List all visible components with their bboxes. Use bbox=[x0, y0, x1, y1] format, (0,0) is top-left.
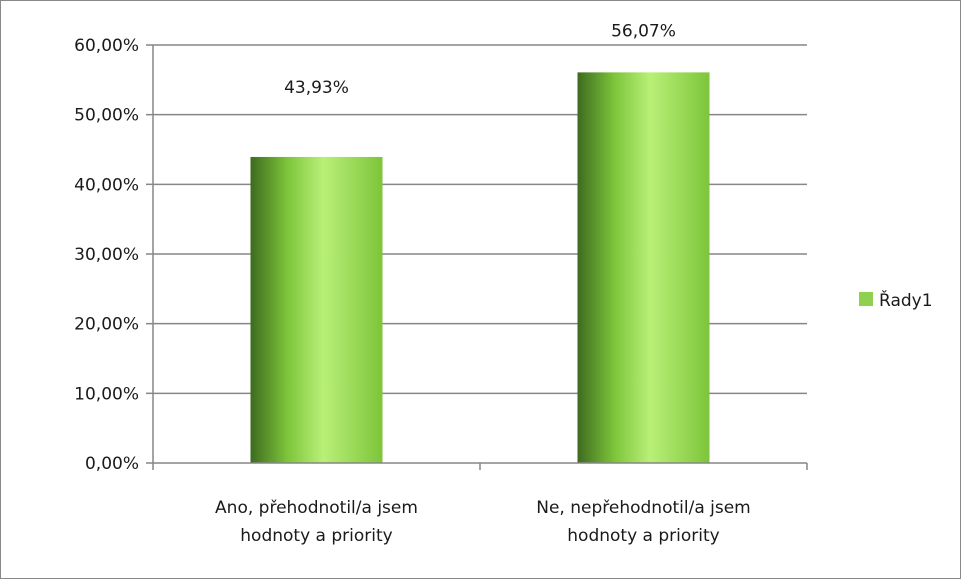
y-tick-label: 20,00% bbox=[74, 315, 139, 335]
x-category-label: hodnoty a priority bbox=[240, 526, 392, 546]
y-tick-label: 10,00% bbox=[74, 384, 139, 404]
y-tick-label: 60,00% bbox=[74, 36, 139, 56]
legend: Řady1 bbox=[859, 289, 933, 311]
labels: 0,00% 10,00% 20,00% 30,00% 40,00% 50,00% 60,00… bbox=[74, 21, 751, 546]
data-label: 43,93% bbox=[284, 78, 349, 98]
x-category-label: Ne, nepřehodnotil/a jsem bbox=[536, 498, 750, 518]
bars bbox=[250, 72, 710, 463]
axes bbox=[146, 44, 808, 470]
y-tick-label: 0,00% bbox=[85, 454, 139, 474]
legend-swatch bbox=[859, 292, 873, 306]
y-tick-label: 40,00% bbox=[74, 175, 139, 195]
legend-label: Řady1 bbox=[879, 289, 933, 311]
x-category-label: Ano, přehodnotil/a jsem bbox=[215, 498, 418, 518]
bar bbox=[577, 72, 710, 463]
y-tick-label: 30,00% bbox=[74, 245, 139, 265]
x-category-label: hodnoty a priority bbox=[567, 526, 719, 546]
y-tick-label: 50,00% bbox=[74, 106, 139, 126]
bar bbox=[250, 156, 383, 463]
data-label: 56,07% bbox=[611, 21, 676, 41]
